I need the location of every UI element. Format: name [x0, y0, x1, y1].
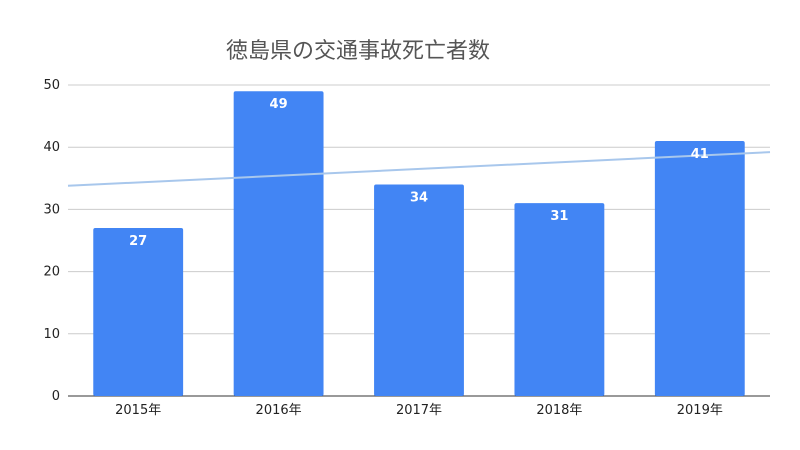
- y-tick-label: 10: [43, 327, 60, 342]
- data-label: 34: [410, 191, 428, 206]
- y-tick-label: 0: [52, 389, 60, 404]
- data-label: 41: [691, 147, 709, 162]
- y-tick-label: 20: [43, 265, 60, 280]
- bar: [654, 140, 745, 396]
- data-label: 31: [550, 209, 568, 224]
- y-tick-label: 30: [43, 202, 60, 217]
- x-category-label: 2017年: [396, 403, 442, 418]
- bar: [93, 228, 184, 396]
- y-tick-label: 50: [43, 78, 60, 93]
- trendline: [67, 151, 771, 187]
- x-category-label: 2018年: [536, 403, 582, 418]
- trendline-group: [67, 151, 771, 187]
- x-category-label: 2019年: [677, 403, 723, 418]
- x-axis-categories: 2015年 2016年 2017年 2018年 2019年: [115, 403, 723, 418]
- y-axis-ticks: 0 10 20 30 40 50: [43, 78, 60, 404]
- bar: [514, 203, 605, 396]
- bars: [93, 91, 745, 396]
- data-label: 49: [270, 97, 288, 112]
- chart-title: 徳島県の交通事故死亡者数: [226, 39, 490, 64]
- y-tick-label: 40: [43, 140, 60, 155]
- bar: [374, 184, 464, 396]
- bar: [233, 91, 324, 396]
- x-category-label: 2015年: [115, 403, 161, 418]
- data-label: 27: [129, 234, 147, 249]
- x-category-label: 2016年: [256, 403, 302, 418]
- data-labels: 27 49 34 31 41: [129, 97, 709, 249]
